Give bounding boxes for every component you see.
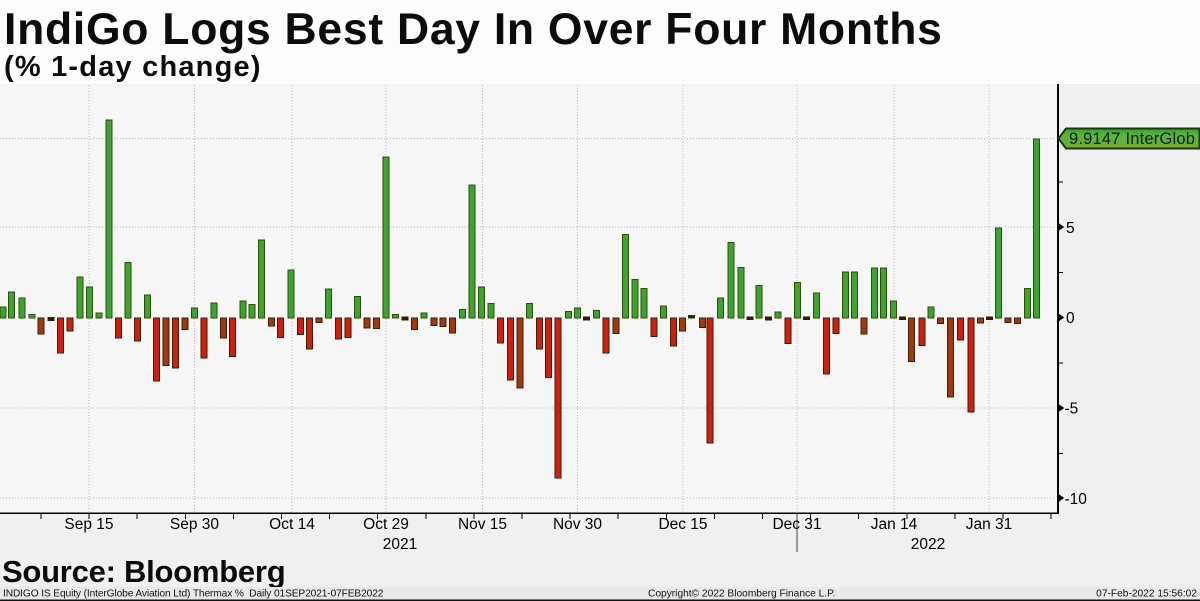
svg-text:2022: 2022 [911,536,945,553]
svg-text:Nov 30: Nov 30 [553,516,602,533]
svg-text:0: 0 [1066,310,1075,327]
svg-text:Jan 14: Jan 14 [871,516,918,533]
svg-text:Dec 31: Dec 31 [772,516,821,533]
svg-text:07-Feb-2022 15:56:02: 07-Feb-2022 15:56:02 [1096,589,1197,600]
svg-text:Jan 31: Jan 31 [966,516,1013,533]
svg-text:Nov 15: Nov 15 [458,516,507,533]
svg-text:INDIGO IS Equity (InterGlobe A: INDIGO IS Equity (InterGlobe Aviation Lt… [3,589,384,600]
svg-text:Sep 15: Sep 15 [64,516,113,533]
svg-text:9.9147 InterGlob: 9.9147 InterGlob [1069,130,1195,148]
svg-text:2021: 2021 [383,536,417,553]
svg-text:-10: -10 [1065,491,1088,508]
svg-text:(% 1-day change): (% 1-day change) [4,51,262,83]
svg-text:-5: -5 [1065,401,1079,418]
svg-text:IndiGo Logs Best Day In Over F: IndiGo Logs Best Day In Over Four Months [4,5,943,54]
svg-text:5: 5 [1066,220,1075,237]
svg-text:Source: Bloomberg: Source: Bloomberg [2,554,285,589]
svg-text:Dec 15: Dec 15 [658,516,707,533]
svg-text:Oct 29: Oct 29 [363,516,409,533]
svg-text:Sep 30: Sep 30 [170,516,220,533]
svg-text:Copyright© 2022 Bloomberg Fina: Copyright© 2022 Bloomberg Finance L.P. [648,589,835,600]
svg-text:Oct 14: Oct 14 [269,516,315,533]
